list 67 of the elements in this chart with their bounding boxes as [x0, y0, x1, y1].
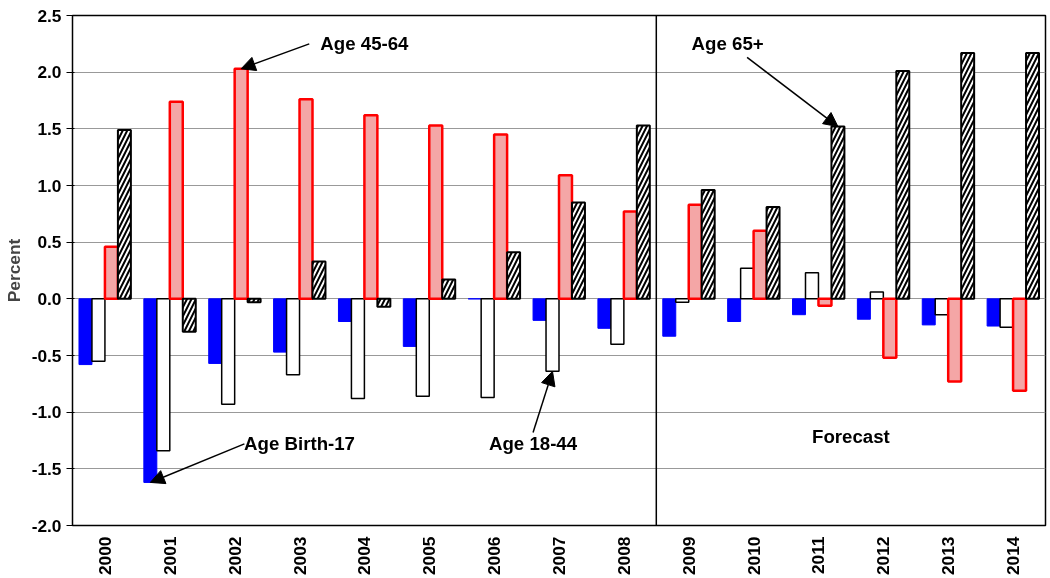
bar	[492, 133, 509, 301]
bar	[610, 298, 625, 345]
annotation: Age 65+	[691, 33, 764, 55]
y-tick-label: -1.5	[31, 458, 62, 479]
y-tick-label: 0.5	[37, 232, 62, 253]
bar	[1011, 297, 1028, 392]
x-tick-label: 2010	[743, 536, 764, 576]
annotation: Age 45-64	[320, 33, 410, 55]
x-tick-label: 2012	[873, 536, 894, 576]
x-tick-label: 2005	[419, 536, 440, 576]
y-axis-title: Percent	[3, 238, 24, 303]
bar	[597, 298, 612, 329]
x-tick-label: 2008	[613, 536, 634, 576]
y-tick-label: -2.0	[31, 515, 62, 536]
bar	[792, 298, 806, 316]
bar	[363, 113, 379, 301]
x-tick-label: 2014	[1003, 536, 1024, 576]
y-tick-label: -0.5	[31, 345, 62, 366]
bar	[168, 100, 185, 301]
bar	[869, 291, 885, 300]
bar	[415, 298, 431, 398]
y-tick-label: 1.0	[37, 175, 62, 196]
x-tick-label: 2009	[678, 536, 699, 576]
bar	[350, 298, 366, 400]
bar	[220, 298, 236, 405]
bar	[986, 298, 1001, 327]
bar	[687, 203, 703, 301]
y-tick-label: 2.5	[37, 5, 62, 26]
y-tick-label: 2.0	[37, 62, 62, 83]
bar	[156, 298, 171, 452]
bar	[402, 298, 417, 347]
y-tick-label: 0.0	[37, 288, 62, 309]
bar	[273, 298, 288, 353]
y-tick-label: 1.5	[37, 118, 62, 139]
bar	[532, 298, 547, 321]
bar	[480, 298, 495, 399]
bar	[675, 298, 690, 303]
x-tick-label: 2013	[938, 536, 959, 576]
bar	[208, 298, 223, 364]
bar	[999, 298, 1014, 328]
bar	[91, 298, 106, 362]
x-tick-label: 2002	[224, 536, 245, 576]
bar	[662, 298, 677, 337]
annotation: Age 18-44	[488, 433, 578, 455]
bar	[78, 298, 93, 366]
y-tick-label: -1.0	[31, 402, 62, 423]
bar	[921, 298, 936, 326]
bar	[285, 298, 301, 376]
x-tick-label: 2007	[549, 536, 569, 576]
x-tick-label: 2001	[159, 536, 180, 576]
bar	[946, 297, 963, 383]
x-tick-label: 2011	[808, 536, 829, 575]
bar	[337, 298, 352, 322]
bar	[428, 124, 444, 301]
bar	[298, 98, 314, 301]
bar	[752, 229, 768, 301]
bar	[727, 298, 742, 322]
x-tick-label: 2006	[484, 536, 505, 576]
bar	[856, 298, 871, 320]
annotation: Forecast	[812, 425, 890, 447]
x-tick-label: 2000	[94, 536, 115, 576]
bar	[804, 272, 820, 300]
bar	[882, 297, 898, 360]
x-tick-label: 2003	[289, 536, 310, 576]
annotation: Age Birth-17	[244, 433, 355, 455]
bar	[817, 297, 833, 307]
x-tick-label: 2004	[354, 536, 375, 576]
